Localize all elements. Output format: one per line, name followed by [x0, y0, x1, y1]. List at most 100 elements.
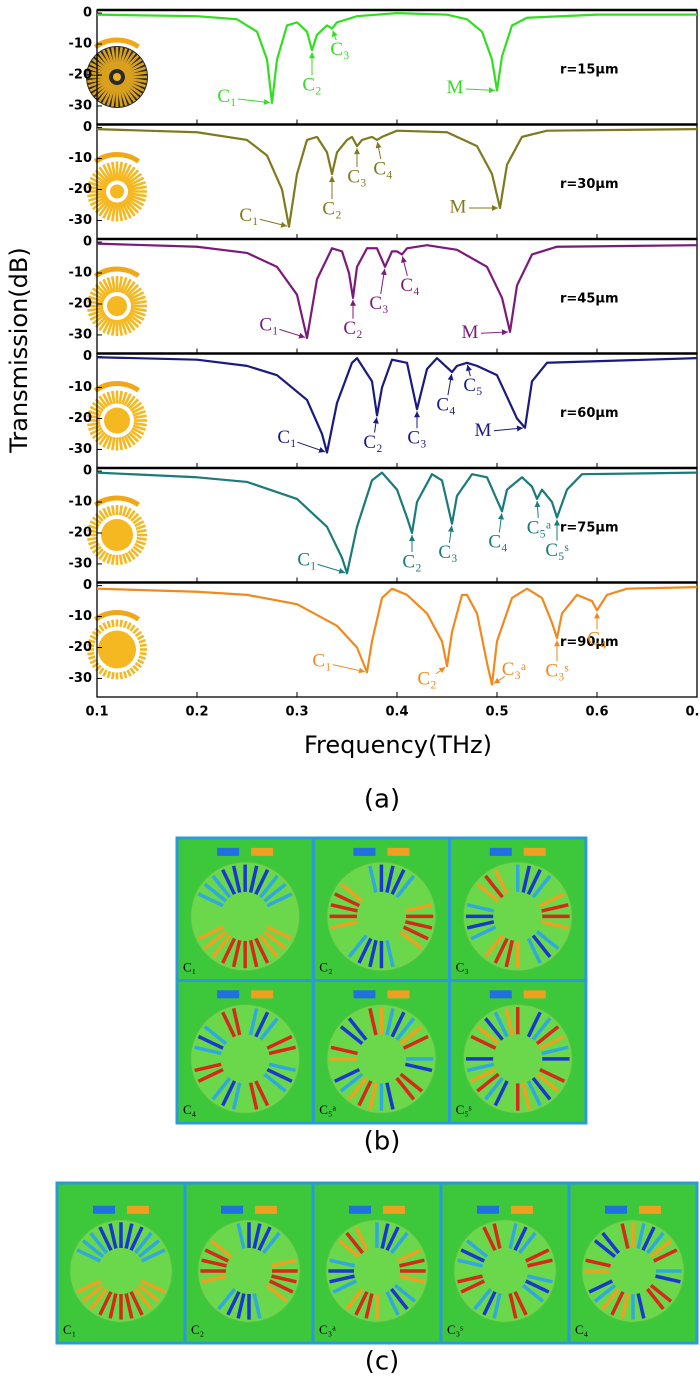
icon-spoke [125, 172, 143, 187]
field-spoke [492, 1223, 502, 1249]
field-arc [387, 990, 410, 999]
field-spoke [531, 934, 552, 958]
field-spoke [457, 1258, 483, 1268]
icon-spoke [106, 277, 114, 294]
field-disk [190, 1003, 301, 1114]
field-spoke [259, 1017, 279, 1041]
field-spoke [541, 903, 569, 913]
icon-spoke [87, 414, 101, 420]
icon-spoke [133, 414, 147, 420]
icon-spoke [89, 520, 100, 528]
icon-spoke [88, 409, 102, 417]
series-line [96, 11, 697, 104]
icon-spoke [127, 191, 147, 198]
icon-spoke [94, 81, 113, 100]
field-spoke [390, 868, 406, 896]
annotation-arrowhead [331, 30, 338, 38]
y-tick-label: -10 [69, 151, 93, 166]
annotation-arrowhead [263, 98, 271, 105]
field-spoke [476, 1072, 500, 1093]
field-spoke [513, 1226, 528, 1252]
icon-spoke [125, 283, 140, 298]
annotation: C₁ [277, 427, 296, 448]
icon-spoke [126, 195, 145, 207]
field-spoke [236, 1223, 246, 1249]
icon-spoke [120, 318, 128, 335]
icon-spoke [106, 670, 112, 679]
y-tick-label: -20 [69, 67, 93, 82]
field-spoke [129, 1226, 144, 1252]
field-spoke [493, 937, 509, 964]
icon-spoke [91, 401, 105, 412]
annotation-arrowhead [493, 677, 501, 684]
field-label: C₅ᵃ [319, 1102, 336, 1117]
icon-spoke [131, 405, 145, 414]
field-label: C₄ [183, 1102, 197, 1117]
annotation: C₃ [347, 167, 366, 188]
field-arc [349, 1205, 371, 1214]
field-arc [251, 847, 274, 856]
icon-spoke [111, 319, 117, 336]
icon-spoke [87, 306, 104, 312]
icon-spoke [120, 164, 132, 183]
icon-spoke [87, 76, 110, 83]
field-disk [326, 1003, 437, 1114]
field-spoke [330, 903, 358, 913]
icon-spoke [121, 506, 128, 517]
icon-disk [98, 630, 136, 669]
field-spoke [493, 868, 509, 896]
field-spoke [133, 1287, 153, 1311]
series-label: r=45μm [560, 292, 619, 307]
field-arc [605, 1205, 627, 1214]
field-spoke [368, 865, 378, 893]
icon-spoke [91, 80, 112, 96]
annotation-arrowhead [409, 534, 415, 541]
icon-spoke [98, 624, 105, 632]
icon-spoke [111, 161, 117, 181]
icon-spoke [117, 319, 123, 336]
field-spoke [271, 1258, 297, 1268]
field-spoke [395, 874, 416, 899]
field-spoke [593, 1239, 617, 1259]
icon-spoke [132, 627, 140, 635]
field-spoke [81, 1283, 105, 1303]
field-spoke [393, 1283, 417, 1303]
y-tick-label: -10 [69, 495, 93, 510]
icon-spoke [136, 634, 145, 641]
x-tick-label: 0.3 [285, 705, 308, 720]
field-spoke [137, 1283, 161, 1303]
field-spoke [493, 1011, 509, 1038]
icon-spoke [98, 550, 107, 561]
icon-spoke [128, 431, 140, 443]
field-spoke [399, 1025, 424, 1045]
field-spoke [404, 920, 433, 930]
field-spoke [521, 1082, 531, 1110]
icon-spoke [91, 58, 112, 74]
icon-spoke [124, 507, 132, 518]
field-spoke [203, 1025, 228, 1045]
annotation: C₅ˢ [545, 540, 568, 561]
field-spoke [504, 939, 514, 968]
icon-spoke [111, 672, 115, 680]
icon-spoke [87, 421, 101, 427]
field-spoke [541, 1045, 569, 1056]
icon-spoke [136, 529, 147, 534]
icon-spoke [98, 433, 109, 446]
icon-spoke [118, 48, 128, 70]
field-spoke [531, 874, 552, 899]
icon-disk [101, 519, 133, 551]
field-disk [69, 1219, 173, 1323]
field-label: C₅ˢ [456, 1102, 472, 1117]
field-spoke [194, 1045, 222, 1056]
annotation: M [447, 77, 464, 98]
field-spoke [76, 1279, 102, 1294]
field-spoke [460, 1279, 486, 1294]
annotation-arrowhead [329, 176, 335, 183]
icon-spoke [111, 505, 116, 516]
field-spoke [231, 865, 242, 893]
icon-spoke [89, 79, 111, 92]
field-spoke [266, 925, 293, 941]
icon-spoke [98, 51, 114, 72]
field-arc [523, 847, 546, 856]
